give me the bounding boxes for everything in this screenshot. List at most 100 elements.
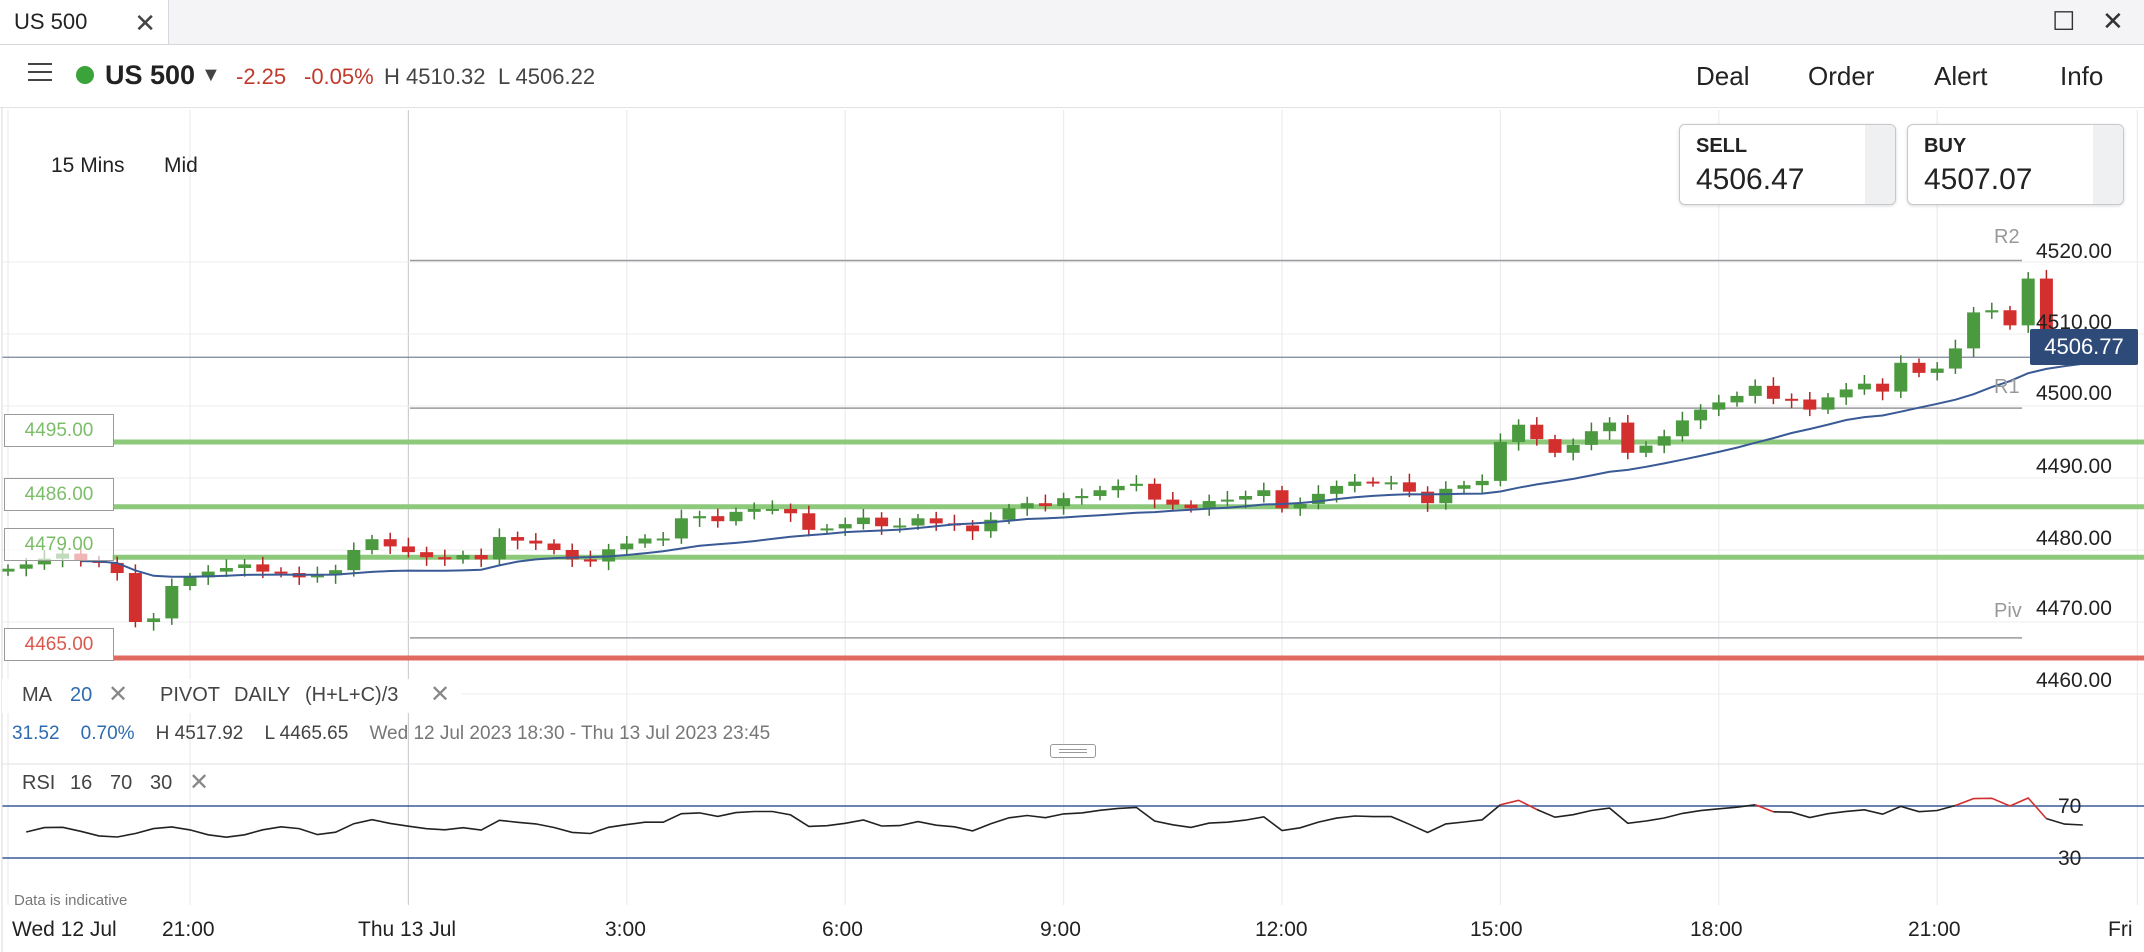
candle-body bbox=[165, 586, 179, 619]
price-level-box[interactable]: 4486.00 bbox=[4, 478, 114, 511]
price-level-box[interactable]: 4495.00 bbox=[4, 414, 114, 447]
rsi-line bbox=[1536, 804, 1756, 825]
window-close-icon[interactable]: ✕ bbox=[2102, 6, 2124, 36]
x-tick-label: 6:00 bbox=[822, 918, 863, 941]
sell-label: SELL bbox=[1696, 135, 1748, 157]
y-tick-label: 4470.00 bbox=[2036, 597, 2112, 620]
y-tick-label: 4520.00 bbox=[2036, 240, 2112, 263]
candle-body bbox=[1912, 362, 1926, 373]
alert-button[interactable]: Alert bbox=[1934, 61, 1988, 91]
rsi-axis-70: 70 bbox=[2058, 795, 2082, 818]
candle-body bbox=[1366, 481, 1380, 484]
ma-period[interactable]: 20 bbox=[70, 684, 93, 706]
candle-body bbox=[547, 543, 561, 550]
chevron-down-icon[interactable]: ▼ bbox=[201, 64, 221, 86]
sell-price: 4506.47 bbox=[1696, 163, 1805, 196]
candle-body bbox=[1330, 485, 1344, 494]
x-tick-label: 18:00 bbox=[1690, 918, 1743, 941]
candle-body bbox=[1439, 488, 1453, 504]
candle-body bbox=[456, 555, 470, 560]
candle-body bbox=[765, 508, 779, 511]
candle-body bbox=[383, 539, 397, 547]
candle-body bbox=[1967, 312, 1981, 349]
rsi-axis-30: 30 bbox=[2058, 847, 2082, 870]
rsi-line bbox=[1955, 797, 2047, 820]
rsi-upper[interactable]: 70 bbox=[110, 772, 133, 794]
candle-body bbox=[1257, 490, 1271, 496]
hamburger-menu-icon[interactable] bbox=[28, 63, 52, 83]
pivot-label[interactable]: PIVOT bbox=[160, 684, 221, 706]
candle-body bbox=[401, 546, 415, 553]
candle-body bbox=[420, 552, 434, 558]
ma-label[interactable]: MA bbox=[22, 684, 52, 706]
price-level-box[interactable]: 4465.00 bbox=[4, 628, 114, 661]
x-tick-label: 15:00 bbox=[1470, 918, 1523, 941]
pane-resize-handle[interactable] bbox=[1050, 744, 1096, 758]
candle-body bbox=[256, 564, 270, 572]
moving-average-line bbox=[80, 362, 2083, 578]
timeframe-selector[interactable]: 15 Mins bbox=[51, 154, 125, 177]
pivot-period[interactable]: DAILY bbox=[234, 684, 291, 706]
pivot-label-r2: R2 bbox=[1994, 226, 2020, 248]
candle-body bbox=[1584, 431, 1598, 445]
price-change-pct: -0.05% bbox=[304, 64, 374, 89]
candle-body bbox=[2021, 278, 2035, 326]
candle-body bbox=[1821, 397, 1835, 410]
candle-body bbox=[1020, 503, 1034, 509]
candle-body bbox=[1548, 439, 1562, 453]
close-pivot-icon[interactable]: ✕ bbox=[430, 681, 451, 708]
candle-body bbox=[1930, 368, 1944, 373]
close-tab-icon[interactable]: ✕ bbox=[134, 8, 156, 38]
candle-body bbox=[492, 537, 506, 560]
maximize-icon[interactable]: ☐ bbox=[2052, 6, 2076, 36]
candle-body bbox=[1712, 402, 1726, 410]
buy-label: BUY bbox=[1924, 135, 1967, 157]
close-rsi-icon[interactable]: ✕ bbox=[189, 769, 210, 796]
candle-body bbox=[1985, 310, 1999, 313]
market-status-dot bbox=[76, 66, 94, 84]
candle-body bbox=[1275, 490, 1289, 509]
rsi-line bbox=[1500, 799, 1538, 811]
candle-body bbox=[929, 518, 943, 524]
close-ma-icon[interactable]: ✕ bbox=[108, 681, 129, 708]
rsi-line bbox=[26, 804, 1501, 839]
candle-body bbox=[1129, 483, 1143, 486]
stats-change: 31.52 bbox=[12, 723, 60, 744]
sell-button[interactable]: SELL 4506.47 bbox=[1679, 124, 1896, 205]
info-button[interactable]: Info bbox=[2060, 61, 2104, 91]
candle-body bbox=[2039, 278, 2053, 335]
candle-body bbox=[438, 557, 452, 560]
candle-body bbox=[274, 571, 288, 574]
candle-body bbox=[747, 508, 761, 512]
buy-price: 4507.07 bbox=[1924, 163, 2033, 196]
candle-body bbox=[37, 558, 51, 565]
candle-body bbox=[711, 516, 725, 522]
candle-body bbox=[1876, 383, 1890, 392]
candle-body bbox=[693, 516, 707, 519]
buy-button[interactable]: BUY 4507.07 bbox=[1907, 124, 2124, 205]
tab-us500[interactable]: US 500 ✕ bbox=[0, 0, 169, 44]
rsi-period[interactable]: 16 bbox=[70, 772, 93, 794]
candle-body bbox=[329, 570, 343, 576]
price-level-box[interactable]: 4479.00 bbox=[4, 528, 114, 561]
current-price-tag: 4506.77 bbox=[2030, 329, 2138, 365]
rsi-line bbox=[2046, 817, 2083, 826]
candle-body bbox=[1803, 399, 1817, 410]
price-type-selector[interactable]: Mid bbox=[164, 154, 198, 177]
candle-body bbox=[1894, 362, 1908, 392]
candle-body bbox=[1184, 504, 1198, 509]
disclaimer-note: Data is indicative bbox=[14, 892, 128, 909]
candle-body bbox=[1948, 348, 1962, 369]
instrument-symbol[interactable]: US 500 bbox=[105, 60, 196, 90]
rsi-lower[interactable]: 30 bbox=[150, 772, 173, 794]
candle-body bbox=[1348, 481, 1362, 486]
pivot-formula[interactable]: (H+L+C)/3 bbox=[305, 684, 399, 706]
rsi-label[interactable]: RSI bbox=[22, 772, 56, 794]
deal-button[interactable]: Deal bbox=[1696, 61, 1750, 91]
candle-body bbox=[1, 568, 15, 572]
x-tick-label: 3:00 bbox=[605, 918, 646, 941]
order-button[interactable]: Order bbox=[1808, 61, 1875, 91]
candle-body bbox=[784, 508, 798, 514]
candle-body bbox=[1748, 385, 1762, 396]
